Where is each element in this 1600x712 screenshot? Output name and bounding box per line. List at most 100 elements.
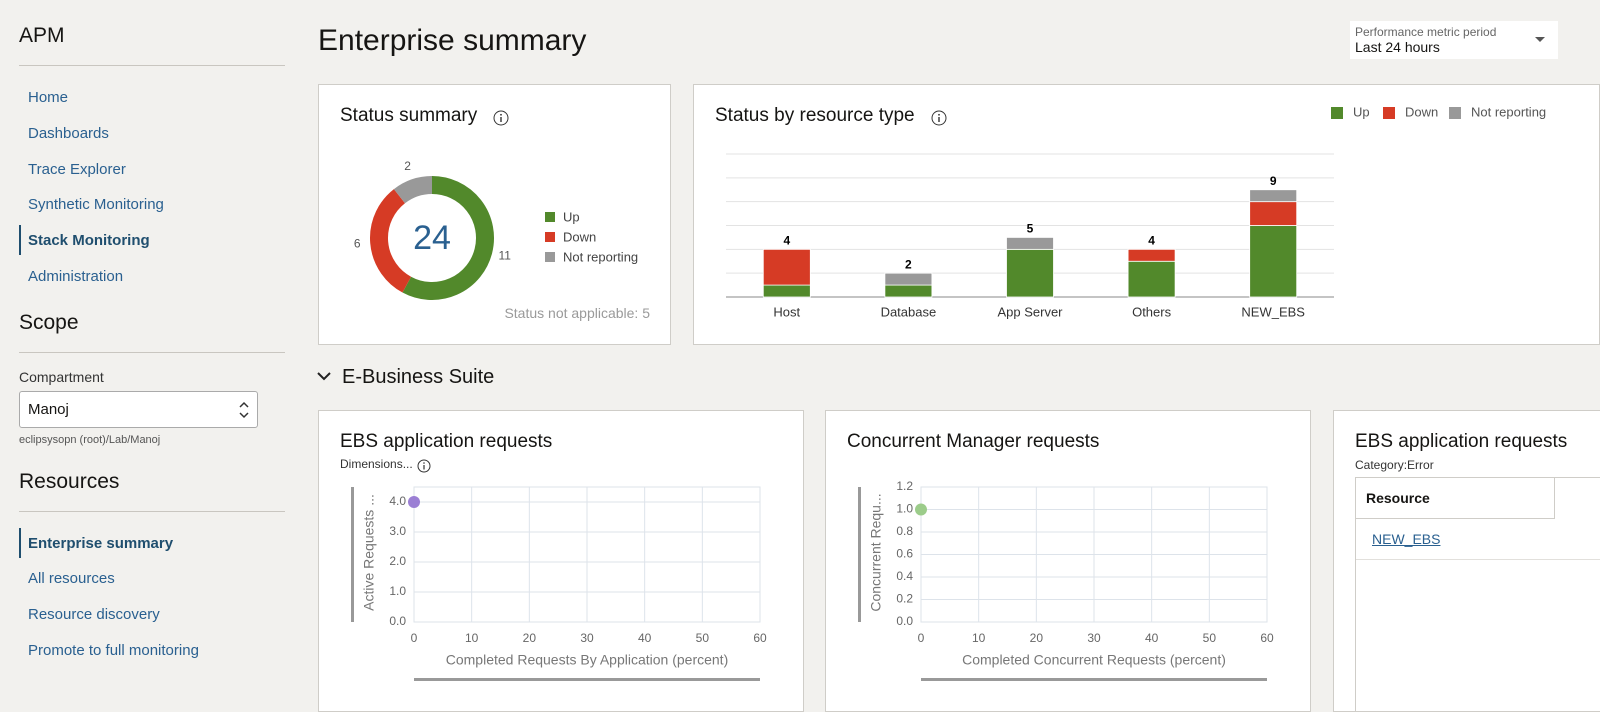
compartment-path: eclipsysopn (root)/Lab/Manoj (19, 434, 161, 446)
y-tick-label: 1.0 (389, 584, 406, 598)
legend-label: Up (563, 209, 580, 224)
x-tick-label: 10 (972, 631, 986, 645)
legend-label: Down (1405, 104, 1438, 119)
y-tick-label: 1.2 (896, 479, 913, 493)
bar-segment (1249, 225, 1298, 298)
y-tick-label: 2.0 (389, 554, 406, 568)
total-label: 5 (1027, 222, 1034, 236)
card-subtitle: Category:Error (1355, 458, 1434, 472)
app-title: APM (19, 24, 65, 47)
nav-link[interactable]: Enterprise summary (28, 535, 174, 552)
header-cell: Resource (1366, 490, 1430, 506)
total-label: 4 (1148, 234, 1155, 248)
caret (1535, 37, 1545, 42)
x-tick-label: Host (773, 304, 800, 319)
ebs-requests-card: EBS application requests Dimensions... 0… (318, 410, 804, 712)
legend-swatch (545, 212, 555, 222)
y-tick-label: 4.0 (389, 494, 406, 508)
x-axis-label: Completed Requests By Application (perce… (446, 652, 728, 668)
y-tick-label: 0.8 (896, 524, 913, 538)
scatter-chart: 0 10 20 30 40 50 60 0.0 1.0 2.0 3.0 4.0 Active Reque… (351, 486, 767, 681)
x-tick-label: Others (1132, 304, 1172, 319)
scope-heading: Scope (19, 311, 79, 334)
status-summary-card: Status summary 11 Up 6 Down 2 Not reporting 24… (318, 84, 671, 345)
collapse-chevron[interactable] (316, 370, 332, 384)
x-tick-label: 50 (696, 631, 710, 645)
nav-link[interactable]: Promote to full monitoring (28, 642, 199, 659)
resources-heading: Resources (19, 470, 120, 493)
y-tick-label: 3.0 (389, 524, 406, 538)
bar-segment (1249, 201, 1298, 226)
total: 24 (413, 219, 451, 257)
legend-swatch (1383, 107, 1395, 119)
x-tick-label: 0 (918, 631, 925, 645)
bar-segment (1249, 189, 1298, 203)
info-icon[interactable] (931, 110, 947, 126)
legend-label: Up (1353, 104, 1370, 119)
legend-label: Not reporting (563, 249, 638, 264)
ebs-errors-card: EBS application requests Category:Error … (1333, 410, 1600, 712)
x-tick-label: 0 (411, 631, 418, 645)
bar-segment (1127, 248, 1176, 262)
nav-link[interactable]: Stack Monitoring (28, 232, 150, 249)
y-axis-bar (858, 487, 861, 622)
legend-swatch (1449, 107, 1461, 119)
table-header: Resource (1356, 478, 1555, 519)
x-tick-label: 60 (753, 631, 767, 645)
value-label: 2 (404, 159, 411, 173)
period-value: Last 24 hours (1355, 39, 1440, 55)
bar-segment (762, 284, 811, 298)
y-axis-label: Active Requests ... (361, 494, 377, 611)
bar-segment (884, 272, 933, 286)
x-tick-label: 10 (465, 631, 479, 645)
card-title: EBS application requests (340, 431, 553, 452)
bar-segment (1006, 248, 1054, 298)
legend-label: Down (563, 229, 596, 244)
y-tick-label: 0.2 (896, 592, 913, 606)
nav-link[interactable]: Administration (28, 268, 124, 285)
period-select[interactable]: Performance metric period Last 24 hours (1350, 21, 1558, 59)
value-label: 11 (498, 249, 511, 263)
y-axis-bar (351, 487, 354, 622)
card-title: Concurrent Manager requests (847, 431, 1100, 452)
concurrent-requests-card: Concurrent Manager requests 0 10 20 30 40 50 6… (825, 410, 1311, 712)
x-tick-label: NEW_EBS (1241, 304, 1305, 319)
compartment-select[interactable]: Manoj (19, 391, 258, 428)
table-row: NEW_EBS (1356, 519, 1600, 560)
nav-link[interactable]: Trace Explorer (28, 161, 126, 178)
x-tick-label: 30 (1087, 631, 1101, 645)
legend-swatch (545, 252, 555, 262)
donut-segment (402, 176, 494, 300)
card-subtitle: Dimensions... (340, 457, 413, 471)
info-icon[interactable] (493, 110, 509, 126)
nav-link[interactable]: Home (28, 89, 69, 106)
x-axis-bar (414, 678, 760, 681)
card-title: EBS application requests (1355, 431, 1568, 452)
x-axis-label: Completed Concurrent Requests (percent) (962, 652, 1226, 668)
x-tick-label: 60 (1260, 631, 1274, 645)
y-tick-label: 0.6 (896, 547, 913, 561)
y-tick-label: 0.4 (896, 569, 913, 583)
x-tick-label: Database (881, 304, 937, 319)
nav-link[interactable]: Resource discovery (28, 606, 160, 623)
nav-link[interactable]: Dashboards (28, 125, 109, 142)
total-label: 2 (905, 257, 912, 271)
nav-link[interactable]: Synthetic Monitoring (28, 196, 164, 213)
y-tick-label: 0.0 (896, 614, 913, 628)
legend-label: Not reporting (1471, 104, 1546, 119)
nav-link[interactable]: All resources (28, 570, 115, 587)
x-tick-label: 40 (1145, 631, 1159, 645)
bar-segment (762, 248, 811, 286)
resource-link[interactable]: NEW_EBS (1372, 531, 1441, 547)
total-label: 9 (1270, 174, 1277, 188)
period-label: Performance metric period (1355, 25, 1497, 39)
legend-swatch (545, 232, 555, 242)
donut-chart: 11 Up 6 Down 2 Not reporting 24 (354, 159, 638, 300)
compartment-label: Compartment (19, 369, 104, 385)
info-icon[interactable] (417, 459, 431, 473)
x-tick-label: 30 (580, 631, 594, 645)
compartment-value: Manoj (28, 401, 69, 418)
bar-chart: 4 Host 2 Database 5 App Server 4 Others 9 NEW_EBS… (726, 104, 1546, 319)
x-tick-label: 40 (638, 631, 652, 645)
